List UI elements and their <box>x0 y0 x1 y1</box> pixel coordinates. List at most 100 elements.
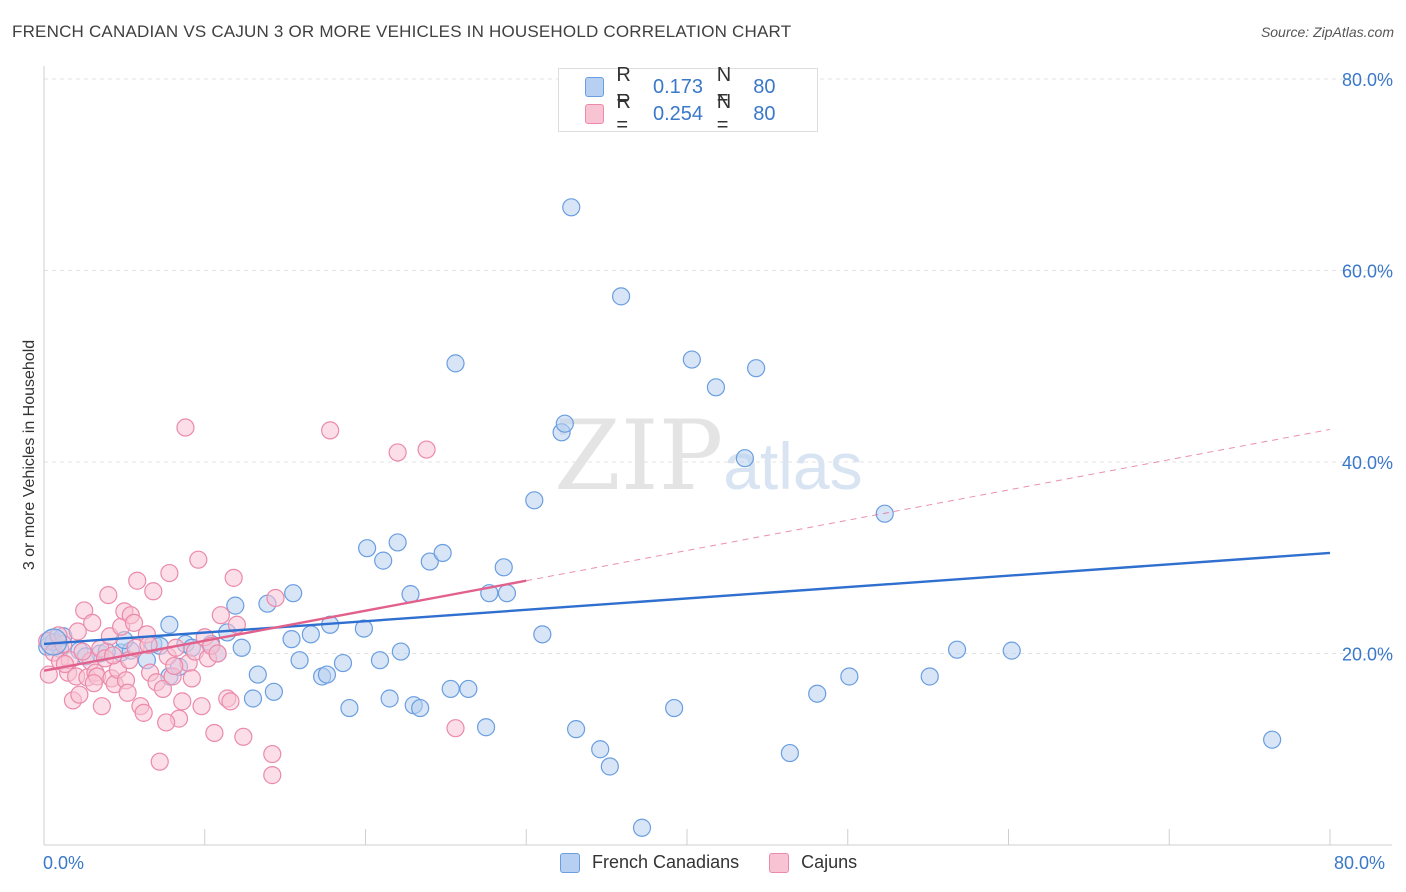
french-canadian-point <box>420 552 439 571</box>
legend-label: French Canadians <box>592 852 740 872</box>
french-canadian-point <box>391 642 410 661</box>
pink-swatch <box>769 852 790 873</box>
french-canadian-point <box>632 818 652 837</box>
legend-n-label: N = <box>716 64 732 109</box>
french-canadian-point <box>525 491 544 510</box>
cajun-point <box>157 713 176 732</box>
cajun-trendline <box>43 579 527 672</box>
blue-swatch <box>585 77 605 97</box>
french-canadian-point <box>248 665 267 684</box>
french-canadian-point <box>226 596 245 615</box>
cajun-point <box>192 697 211 716</box>
cajun-point <box>446 719 465 738</box>
cajun-point <box>165 656 184 676</box>
cajun-point <box>263 744 282 764</box>
french-canadian-point <box>301 625 320 644</box>
french-canadian-point <box>380 689 399 708</box>
zipatlas-watermark: ZIPatlas <box>554 400 863 512</box>
cajun-point <box>182 669 201 688</box>
cajun-point <box>73 642 92 661</box>
x-tick-label-max: 80.0% <box>1334 853 1386 873</box>
legend-n-value: 80 <box>753 75 776 98</box>
cajun-point <box>92 697 111 716</box>
french-canadian-point <box>284 584 303 603</box>
french-canadian-trendline <box>43 551 1331 646</box>
french-canadian-point <box>706 378 726 397</box>
legend-r-value: 0.173 <box>652 75 704 98</box>
legend-label: Cajuns <box>801 852 858 872</box>
source-label: Source: ZipAtlas.com <box>1260 24 1394 40</box>
chart-title: FRENCH CANADIAN VS CAJUN 3 OR MORE VEHIC… <box>12 22 792 41</box>
cajun-point <box>176 418 195 437</box>
french-canadian-point <box>497 584 517 603</box>
legend-r-label: R = <box>616 64 631 109</box>
french-canadian-point <box>920 667 939 686</box>
x-tick-label-min: 0.0% <box>43 853 85 873</box>
french-canadian-point <box>370 651 390 670</box>
blue-swatch <box>560 852 580 873</box>
cajun-point <box>221 692 240 711</box>
french-canadian-point <box>264 682 283 701</box>
cajun-point <box>173 692 192 711</box>
cajun-point <box>144 582 163 601</box>
french-canadian-point <box>555 414 574 433</box>
french-canadian-point <box>735 449 754 468</box>
grid-layer <box>44 78 1392 654</box>
cajun-trendline-extension <box>526 428 1331 582</box>
french-canadian-point <box>459 679 478 699</box>
legend-n-value: 80 <box>753 102 776 125</box>
cajun-point <box>234 727 253 746</box>
french-canadian-point <box>840 667 859 686</box>
cajun-point <box>118 683 137 702</box>
french-canadian-point <box>317 665 337 684</box>
french-canadian-point <box>340 698 359 718</box>
french-canadian-point <box>446 354 465 373</box>
french-canadian-point <box>494 558 513 577</box>
legend-row-french-canadians: R = 0.173 N = 80 <box>585 64 817 109</box>
cajun-point <box>189 550 208 569</box>
cajun-point <box>83 613 102 632</box>
french-canadian-point <box>566 720 586 739</box>
french-canadian-point <box>600 757 619 776</box>
pink-swatch <box>585 104 605 124</box>
cajun-point <box>266 588 285 608</box>
cajun-point <box>417 440 436 459</box>
legend-r-label: R = <box>616 91 631 136</box>
french-canadian-point <box>665 698 684 718</box>
cajun-point <box>321 421 340 440</box>
cajun-point <box>224 568 243 587</box>
cajun-point <box>211 606 230 625</box>
y-tick-label: 20.0% <box>1342 645 1393 665</box>
cajun-point <box>128 571 147 590</box>
y-tick-labels: 80.0% 60.0% 40.0% 20.0% <box>1342 70 1393 665</box>
y-tick-label: 80.0% <box>1342 70 1393 90</box>
french-canadian-point <box>243 689 263 708</box>
french-canadian-point <box>160 615 179 634</box>
cajun-point <box>99 585 118 605</box>
trend-layer <box>43 428 1331 672</box>
french-canadian-point <box>433 543 452 563</box>
french-canadian-point <box>947 640 967 659</box>
french-canadian-point <box>411 698 430 718</box>
cajun-point <box>70 685 89 704</box>
french-canadian-point <box>282 630 301 649</box>
cajun-point <box>153 679 173 699</box>
french-canadian-point <box>374 551 393 570</box>
french-canadian-point <box>780 743 799 763</box>
cajun-point <box>124 613 144 632</box>
cajun-point <box>134 703 153 722</box>
french-canadian-point <box>1263 730 1282 749</box>
points-layer <box>38 198 1282 837</box>
legend-item-cajuns[interactable]: Cajuns <box>769 852 857 873</box>
cajun-point <box>68 622 87 641</box>
cajun-point <box>208 644 227 663</box>
french-canadian-point <box>333 653 353 673</box>
french-canadian-point <box>441 679 460 699</box>
y-tick-label: 40.0% <box>1342 453 1393 473</box>
french-canadian-point <box>290 651 309 670</box>
french-canadian-point <box>562 198 581 217</box>
french-canadian-point <box>747 359 766 378</box>
french-canadian-point <box>476 718 496 737</box>
legend-item-french-canadians[interactable]: French Canadians <box>560 852 739 873</box>
